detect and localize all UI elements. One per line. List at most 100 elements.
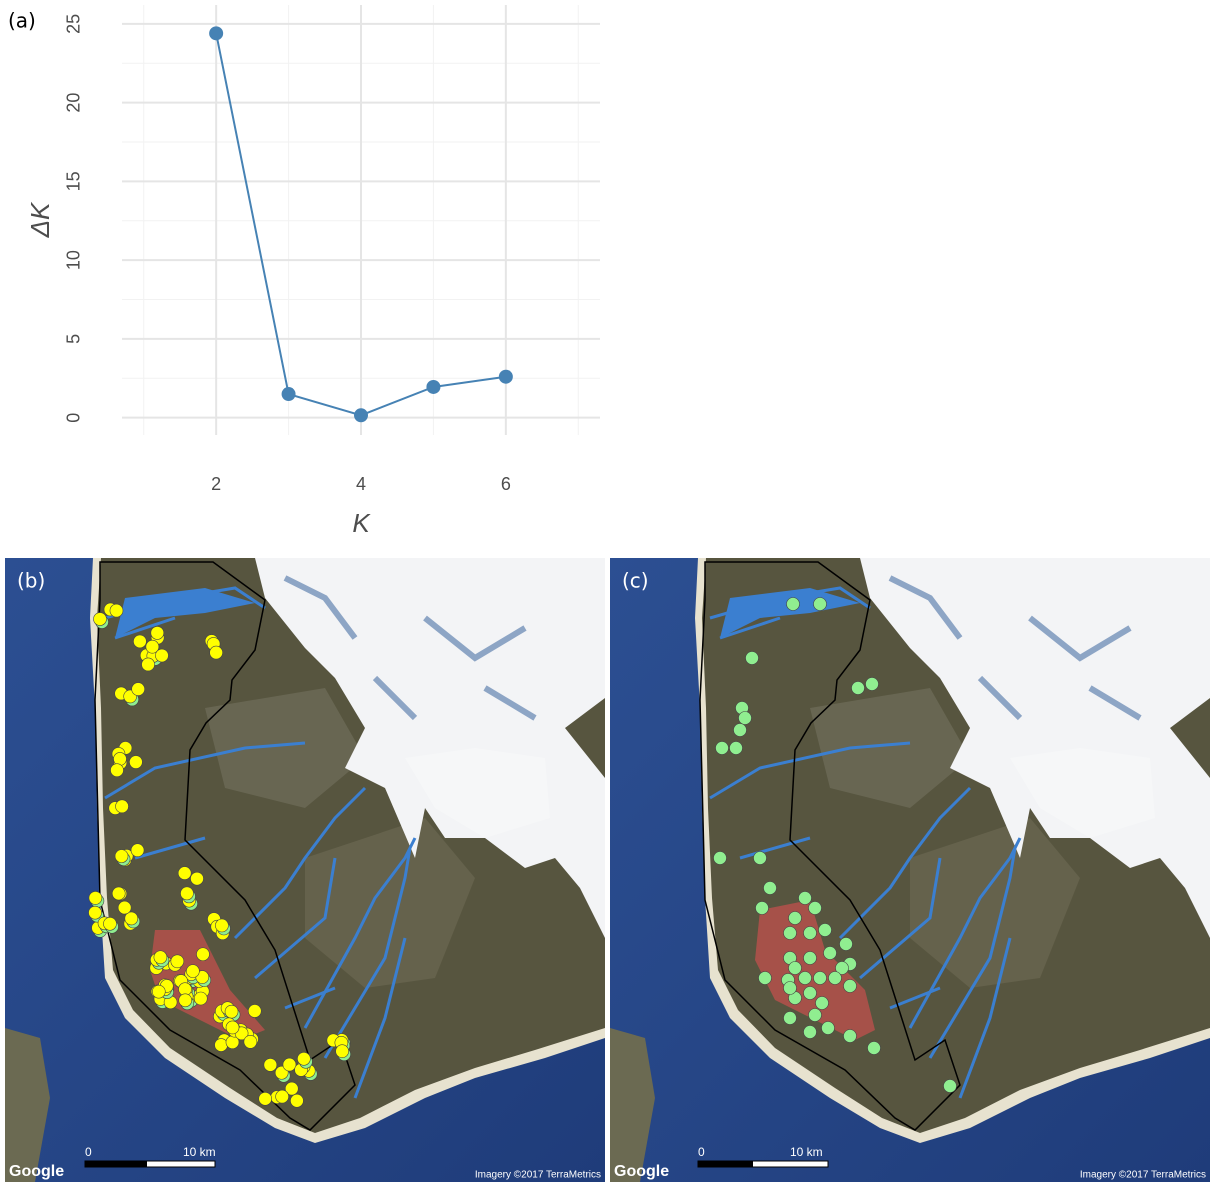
yellow-site xyxy=(180,887,193,900)
green-site xyxy=(799,972,812,985)
yellow-site xyxy=(179,994,192,1007)
yellow-site xyxy=(89,891,102,904)
yellow-site xyxy=(155,649,168,662)
scale-end: 10 km xyxy=(790,1145,823,1159)
scale-start: 0 xyxy=(85,1145,92,1159)
x-tick-label: 6 xyxy=(501,474,511,494)
yellow-site xyxy=(264,1058,277,1071)
green-site xyxy=(822,1022,835,1035)
scale-start: 0 xyxy=(698,1145,705,1159)
green-site xyxy=(804,987,817,1000)
green-site xyxy=(799,892,812,905)
green-site xyxy=(746,652,759,665)
green-site xyxy=(784,927,797,940)
figure: (a) 0510152025246KΔK (b) Google 0 10 km … xyxy=(0,0,1215,1182)
map-b: (b) Google 0 10 km Imagery ©2017 TerraMe… xyxy=(5,558,605,1182)
yellow-site xyxy=(142,658,155,671)
green-site xyxy=(764,882,777,895)
green-site xyxy=(759,972,772,985)
green-site xyxy=(852,682,865,695)
green-site xyxy=(809,902,822,915)
scale-bar xyxy=(698,1161,753,1167)
point xyxy=(282,387,296,401)
yellow-site xyxy=(248,1005,261,1018)
yellow-site xyxy=(113,752,126,765)
yellow-site xyxy=(131,844,144,857)
green-site xyxy=(814,598,827,611)
yellow-site xyxy=(210,646,223,659)
y-tick-label: 15 xyxy=(64,171,84,191)
yellow-site xyxy=(186,965,199,978)
green-site xyxy=(804,952,817,965)
yellow-site xyxy=(215,1039,228,1052)
yellow-site xyxy=(151,626,164,639)
yellow-site xyxy=(191,872,204,885)
green-site xyxy=(734,724,747,737)
yellow-site xyxy=(336,1045,349,1058)
yellow-site xyxy=(283,1058,296,1071)
imagery-credit: Imagery ©2017 TerraMetrics xyxy=(475,1170,601,1181)
y-tick-label: 5 xyxy=(64,334,84,344)
x-tick-label: 4 xyxy=(356,474,366,494)
yellow-site xyxy=(290,1094,303,1107)
green-site xyxy=(829,972,842,985)
green-site xyxy=(840,938,853,951)
point xyxy=(209,26,223,40)
attribution: Google xyxy=(9,1163,64,1180)
yellow-site xyxy=(225,1005,238,1018)
green-site xyxy=(789,912,802,925)
point xyxy=(499,370,513,384)
yellow-site xyxy=(89,906,102,919)
green-site xyxy=(787,598,800,611)
green-site xyxy=(804,1026,817,1039)
green-site xyxy=(739,712,752,725)
x-axis-title: K xyxy=(352,508,371,538)
attribution: Google xyxy=(614,1163,669,1180)
yellow-site xyxy=(132,683,145,696)
green-site xyxy=(716,742,729,755)
y-tick-label: 25 xyxy=(64,14,84,34)
green-site xyxy=(754,852,767,865)
green-site xyxy=(804,927,817,940)
y-tick-label: 0 xyxy=(64,413,84,423)
yellow-site xyxy=(112,887,125,900)
yellow-site xyxy=(196,948,209,961)
point xyxy=(426,380,440,394)
yellow-site xyxy=(103,917,116,930)
yellow-site xyxy=(178,867,191,880)
yellow-site xyxy=(244,1035,257,1048)
green-site xyxy=(730,742,743,755)
yellow-site xyxy=(152,985,165,998)
yellow-site xyxy=(215,919,228,932)
green-site xyxy=(944,1080,957,1093)
yellow-site xyxy=(297,1052,310,1065)
yellow-site xyxy=(154,951,167,964)
yellow-site xyxy=(133,635,146,648)
yellow-site xyxy=(226,1021,239,1034)
yellow-site xyxy=(118,901,131,914)
yellow-site xyxy=(194,992,207,1005)
yellow-site xyxy=(129,756,142,769)
map-c: (c) Google 0 10 km Imagery ©2017 TerraMe… xyxy=(610,558,1210,1182)
green-site xyxy=(714,852,727,865)
green-site xyxy=(844,1030,857,1043)
yellow-site xyxy=(276,1090,289,1103)
yellow-site xyxy=(94,613,107,626)
green-site xyxy=(866,678,879,691)
y-tick-label: 20 xyxy=(64,93,84,113)
panel-label: (b) xyxy=(17,569,45,593)
imagery-credit: Imagery ©2017 TerraMetrics xyxy=(1080,1170,1206,1181)
yellow-site xyxy=(115,850,128,863)
green-site xyxy=(814,972,827,985)
panel-label: (c) xyxy=(622,569,649,593)
panel-label: (a) xyxy=(8,9,36,33)
yellow-site xyxy=(116,800,129,813)
green-site xyxy=(824,947,837,960)
green-site xyxy=(789,962,802,975)
y-axis-title: ΔK xyxy=(25,201,55,238)
green-site xyxy=(816,997,829,1010)
yellow-site xyxy=(110,604,123,617)
green-site xyxy=(844,980,857,993)
scale-bar xyxy=(85,1161,147,1167)
